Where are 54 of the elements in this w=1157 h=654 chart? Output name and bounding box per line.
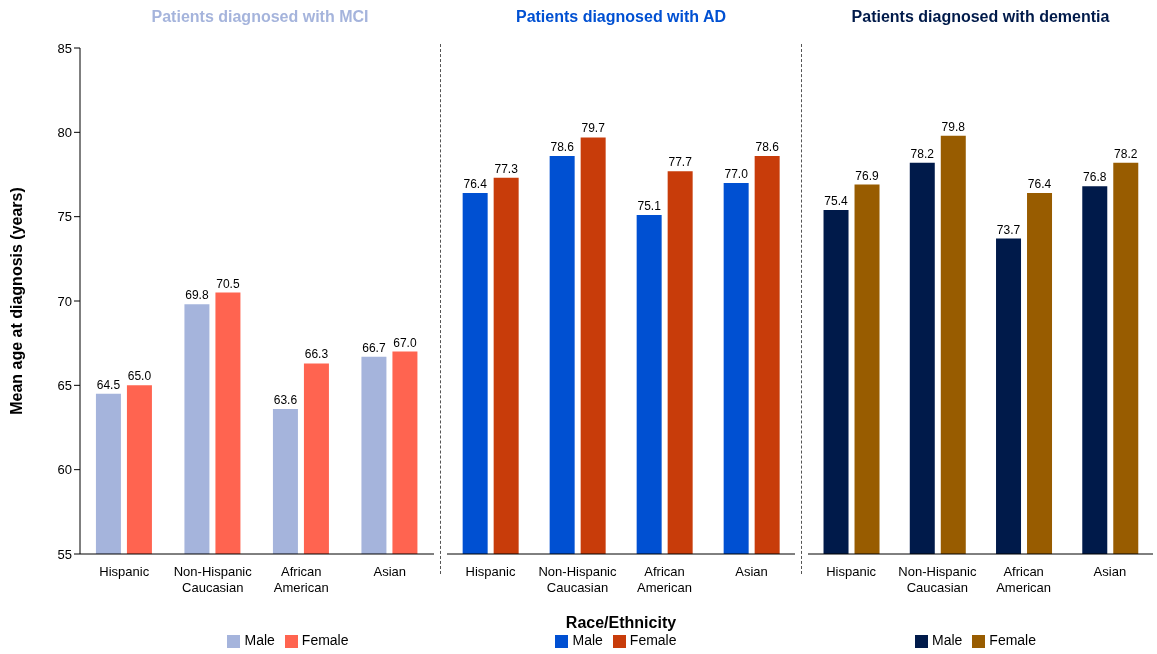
x-tick-label: Non-Hispanic Caucasian — [898, 564, 977, 595]
data-label: 78.2 — [1114, 146, 1138, 161]
legend-label: Female — [629, 632, 677, 648]
legend-label: Male — [244, 632, 275, 648]
data-label: 77.7 — [668, 155, 693, 170]
y-tick-label: 80 — [57, 124, 72, 140]
data-label: 65.0 — [127, 369, 152, 384]
legend-label: Female — [301, 632, 349, 648]
data-label: 66.3 — [304, 347, 329, 362]
data-label: 64.5 — [96, 377, 121, 392]
data-label: 77.3 — [494, 161, 519, 176]
x-tick-label: Hispanic — [99, 564, 150, 579]
data-label: 76.4 — [1027, 177, 1052, 192]
legend-label: Female — [989, 632, 1037, 648]
data-label: 69.8 — [185, 288, 209, 303]
data-label: 63.6 — [273, 392, 298, 407]
y-tick-label: 85 — [57, 40, 72, 56]
data-label: 70.5 — [216, 276, 240, 291]
y-tick-label: 75 — [57, 209, 72, 225]
data-label: 78.6 — [550, 139, 575, 154]
chart-title: Patients diagnosed with dementia — [850, 8, 1111, 27]
legend-label: Male — [572, 632, 603, 648]
y-tick-label: 60 — [57, 462, 72, 478]
y-tick-label: 70 — [57, 293, 72, 309]
x-tick-label: Non-Hispanic Caucasian — [173, 564, 253, 595]
x-axis-title: Race/Ethnicity — [565, 614, 677, 631]
x-tick-label: Asian — [735, 564, 768, 579]
data-label: 76.4 — [463, 177, 488, 192]
data-label: 75.1 — [637, 198, 662, 213]
x-tick-label: Hispanic — [465, 564, 516, 579]
y-tick-label: 65 — [57, 377, 72, 393]
x-tick-label: Asian — [373, 564, 407, 579]
data-label: 75.4 — [824, 193, 849, 208]
x-tick-label: Non-Hispanic Caucasian — [538, 564, 618, 595]
data-label: 67.0 — [393, 335, 417, 350]
data-label: 76.8 — [1083, 170, 1107, 185]
y-tick-label: 55 — [57, 546, 72, 562]
x-tick-label: African American — [273, 564, 329, 595]
data-label: 77.0 — [724, 166, 749, 181]
data-label: 79.7 — [581, 121, 606, 136]
chart-title: Patients diagnosed with MCI — [150, 8, 370, 27]
x-tick-label: Asian — [1093, 564, 1127, 579]
x-tick-label: African American — [637, 564, 692, 595]
data-label: 66.7 — [362, 340, 386, 355]
chart-title: Patients diagnosed with AD — [514, 8, 728, 27]
data-label: 79.8 — [941, 119, 966, 134]
legend-label: Male — [931, 632, 963, 648]
data-label: 73.7 — [996, 222, 1021, 237]
data-label: 78.6 — [755, 139, 780, 154]
x-tick-label: Hispanic — [826, 564, 877, 579]
data-label: 76.9 — [855, 168, 880, 183]
data-label: 78.2 — [910, 146, 935, 161]
y-axis-title: Mean age at diagnosis (years) — [7, 187, 25, 415]
x-tick-label: African American — [996, 564, 1052, 595]
